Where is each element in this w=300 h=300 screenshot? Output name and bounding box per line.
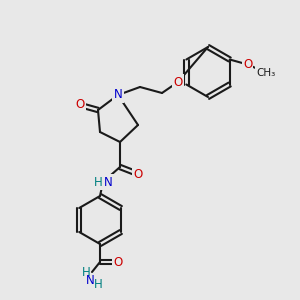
Text: O: O — [173, 76, 183, 88]
Text: H: H — [94, 176, 102, 188]
Text: O: O — [113, 256, 123, 268]
Text: N: N — [103, 176, 112, 188]
Text: CH₃: CH₃ — [256, 68, 275, 77]
Text: H: H — [82, 266, 90, 278]
Text: O: O — [134, 167, 142, 181]
Text: N: N — [114, 88, 122, 101]
Text: H: H — [94, 278, 102, 290]
Text: O: O — [243, 58, 252, 71]
Text: O: O — [75, 98, 85, 112]
Text: N: N — [85, 274, 94, 286]
